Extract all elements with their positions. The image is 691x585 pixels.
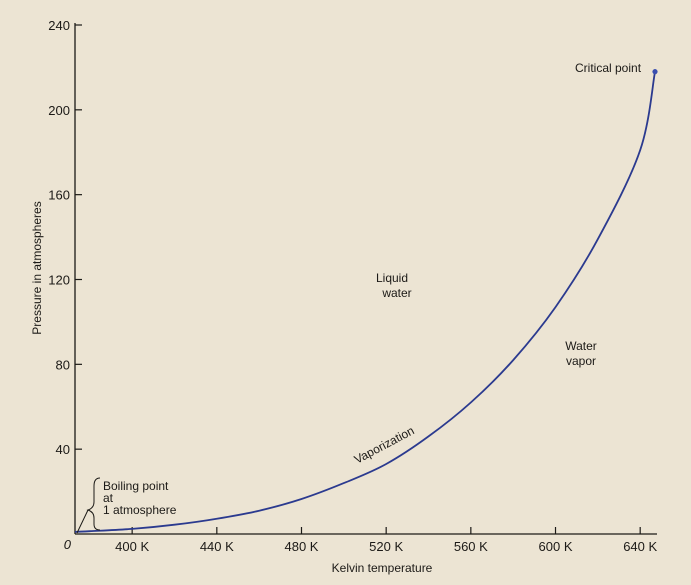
boiling-point-label-line3: 1 atmosphere [103,503,177,517]
x-tick-label: 560 K [454,539,488,554]
y-tick-label: 80 [56,357,70,372]
liquid-region-label-line1: Liquid [376,271,408,285]
y-tick-label: 0 [64,537,72,552]
y-tick-label: 200 [48,103,70,118]
x-axis-title: Kelvin temperature [332,561,433,575]
critical-point-label: Critical point [575,61,642,75]
x-tick-label: 520 K [369,539,403,554]
critical-point-marker [652,69,658,75]
y-tick-label: 160 [48,188,70,203]
x-axis: 400 K 440 K 480 K 520 K 560 K 600 K 640 K [75,527,657,554]
vapor-region-label-line1: Water [565,339,597,353]
y-axis-title: Pressure in atmospheres [30,201,44,334]
x-tick-label: 640 K [623,539,657,554]
vaporization-curve-label: Vaporization [352,423,417,466]
y-tick-label: 240 [48,18,70,33]
x-tick-label: 440 K [200,539,234,554]
x-tick-label: 400 K [115,539,149,554]
x-tick-label: 480 K [285,539,319,554]
y-axis: 0 40 80 120 160 200 240 [48,18,82,552]
vapor-region-label-line2: vapor [566,354,596,368]
boiling-point-label-line1: Boiling point [103,479,169,493]
vaporization-curve [74,71,656,533]
boiling-point-bracket [86,477,101,531]
y-tick-label: 40 [56,442,70,457]
series-layer [74,69,658,533]
boiling-point-leader [76,509,89,534]
x-tick-label: 600 K [539,539,573,554]
boiling-point-label-line2: at [103,491,114,505]
y-tick-label: 120 [48,273,70,288]
liquid-region-label-line2: water [381,286,411,300]
